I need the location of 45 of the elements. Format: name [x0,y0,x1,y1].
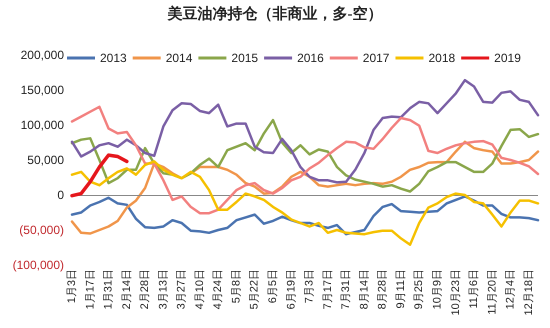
x-tick-label: 5月22日 [248,269,261,310]
x-tick-label: 7月3日 [304,269,316,304]
x-tick-label: 1月3日 [66,269,78,304]
y-tick-label: 50,000 [27,153,64,167]
x-tick-label: 7月17日 [322,269,334,310]
line-series [70,160,540,246]
x-tick-label: 4月10日 [194,269,206,310]
x-tick-label: 10月23日 [450,269,462,316]
line-series [70,153,129,198]
x-tick-label: 12月4日 [504,269,517,310]
y-tick-label: (100,000) [12,258,64,272]
x-tick-label: 5月8日 [230,269,242,304]
x-tick-label: 11月20日 [486,269,498,315]
x-tick-label: 2月28日 [139,269,152,310]
x-tick-label: 1月31日 [102,269,115,310]
line-series [70,106,540,214]
y-tick-label: (50,000) [19,223,64,237]
legend-label: 2015 [231,51,258,65]
x-tick-label: 9月25日 [413,269,426,310]
legend-label: 2018 [428,51,456,65]
x-tick-label: 2月14日 [120,269,133,310]
x-tick-label: 7月31日 [340,269,352,310]
y-tick-label: 150,000 [20,83,64,97]
y-tick-label: 0 [57,188,64,202]
y-tick-label: 100,000 [20,118,64,132]
line-series [70,78,540,184]
y-tick-label: 200,000 [20,48,64,62]
x-tick-label: 1月17日 [84,269,96,310]
x-tick-label: 12月18日 [522,269,535,316]
x-tick-label: 8月14日 [358,269,370,310]
chart-title: 美豆油净持仓（非商业，多-空） [166,4,382,22]
x-tick-label: 8月28日 [376,269,389,310]
x-tick-label: 3月13日 [157,269,170,310]
legend-label: 2017 [362,51,390,65]
x-tick-label: 6月19日 [285,269,298,310]
x-tick-label: 11月6日 [468,269,480,309]
legend-label: 2013 [100,51,128,65]
x-tick-label: 4月24日 [212,269,224,310]
legend-label: 2014 [166,51,193,65]
x-tick-label: 9月11日 [394,269,407,309]
x-tick-label: 10月9日 [431,269,444,310]
legend-label: 2016 [297,51,324,65]
x-tick-label: 6月5日 [267,269,280,304]
x-tick-label: 3月27日 [176,269,188,310]
legend-label: 2019 [494,51,522,65]
